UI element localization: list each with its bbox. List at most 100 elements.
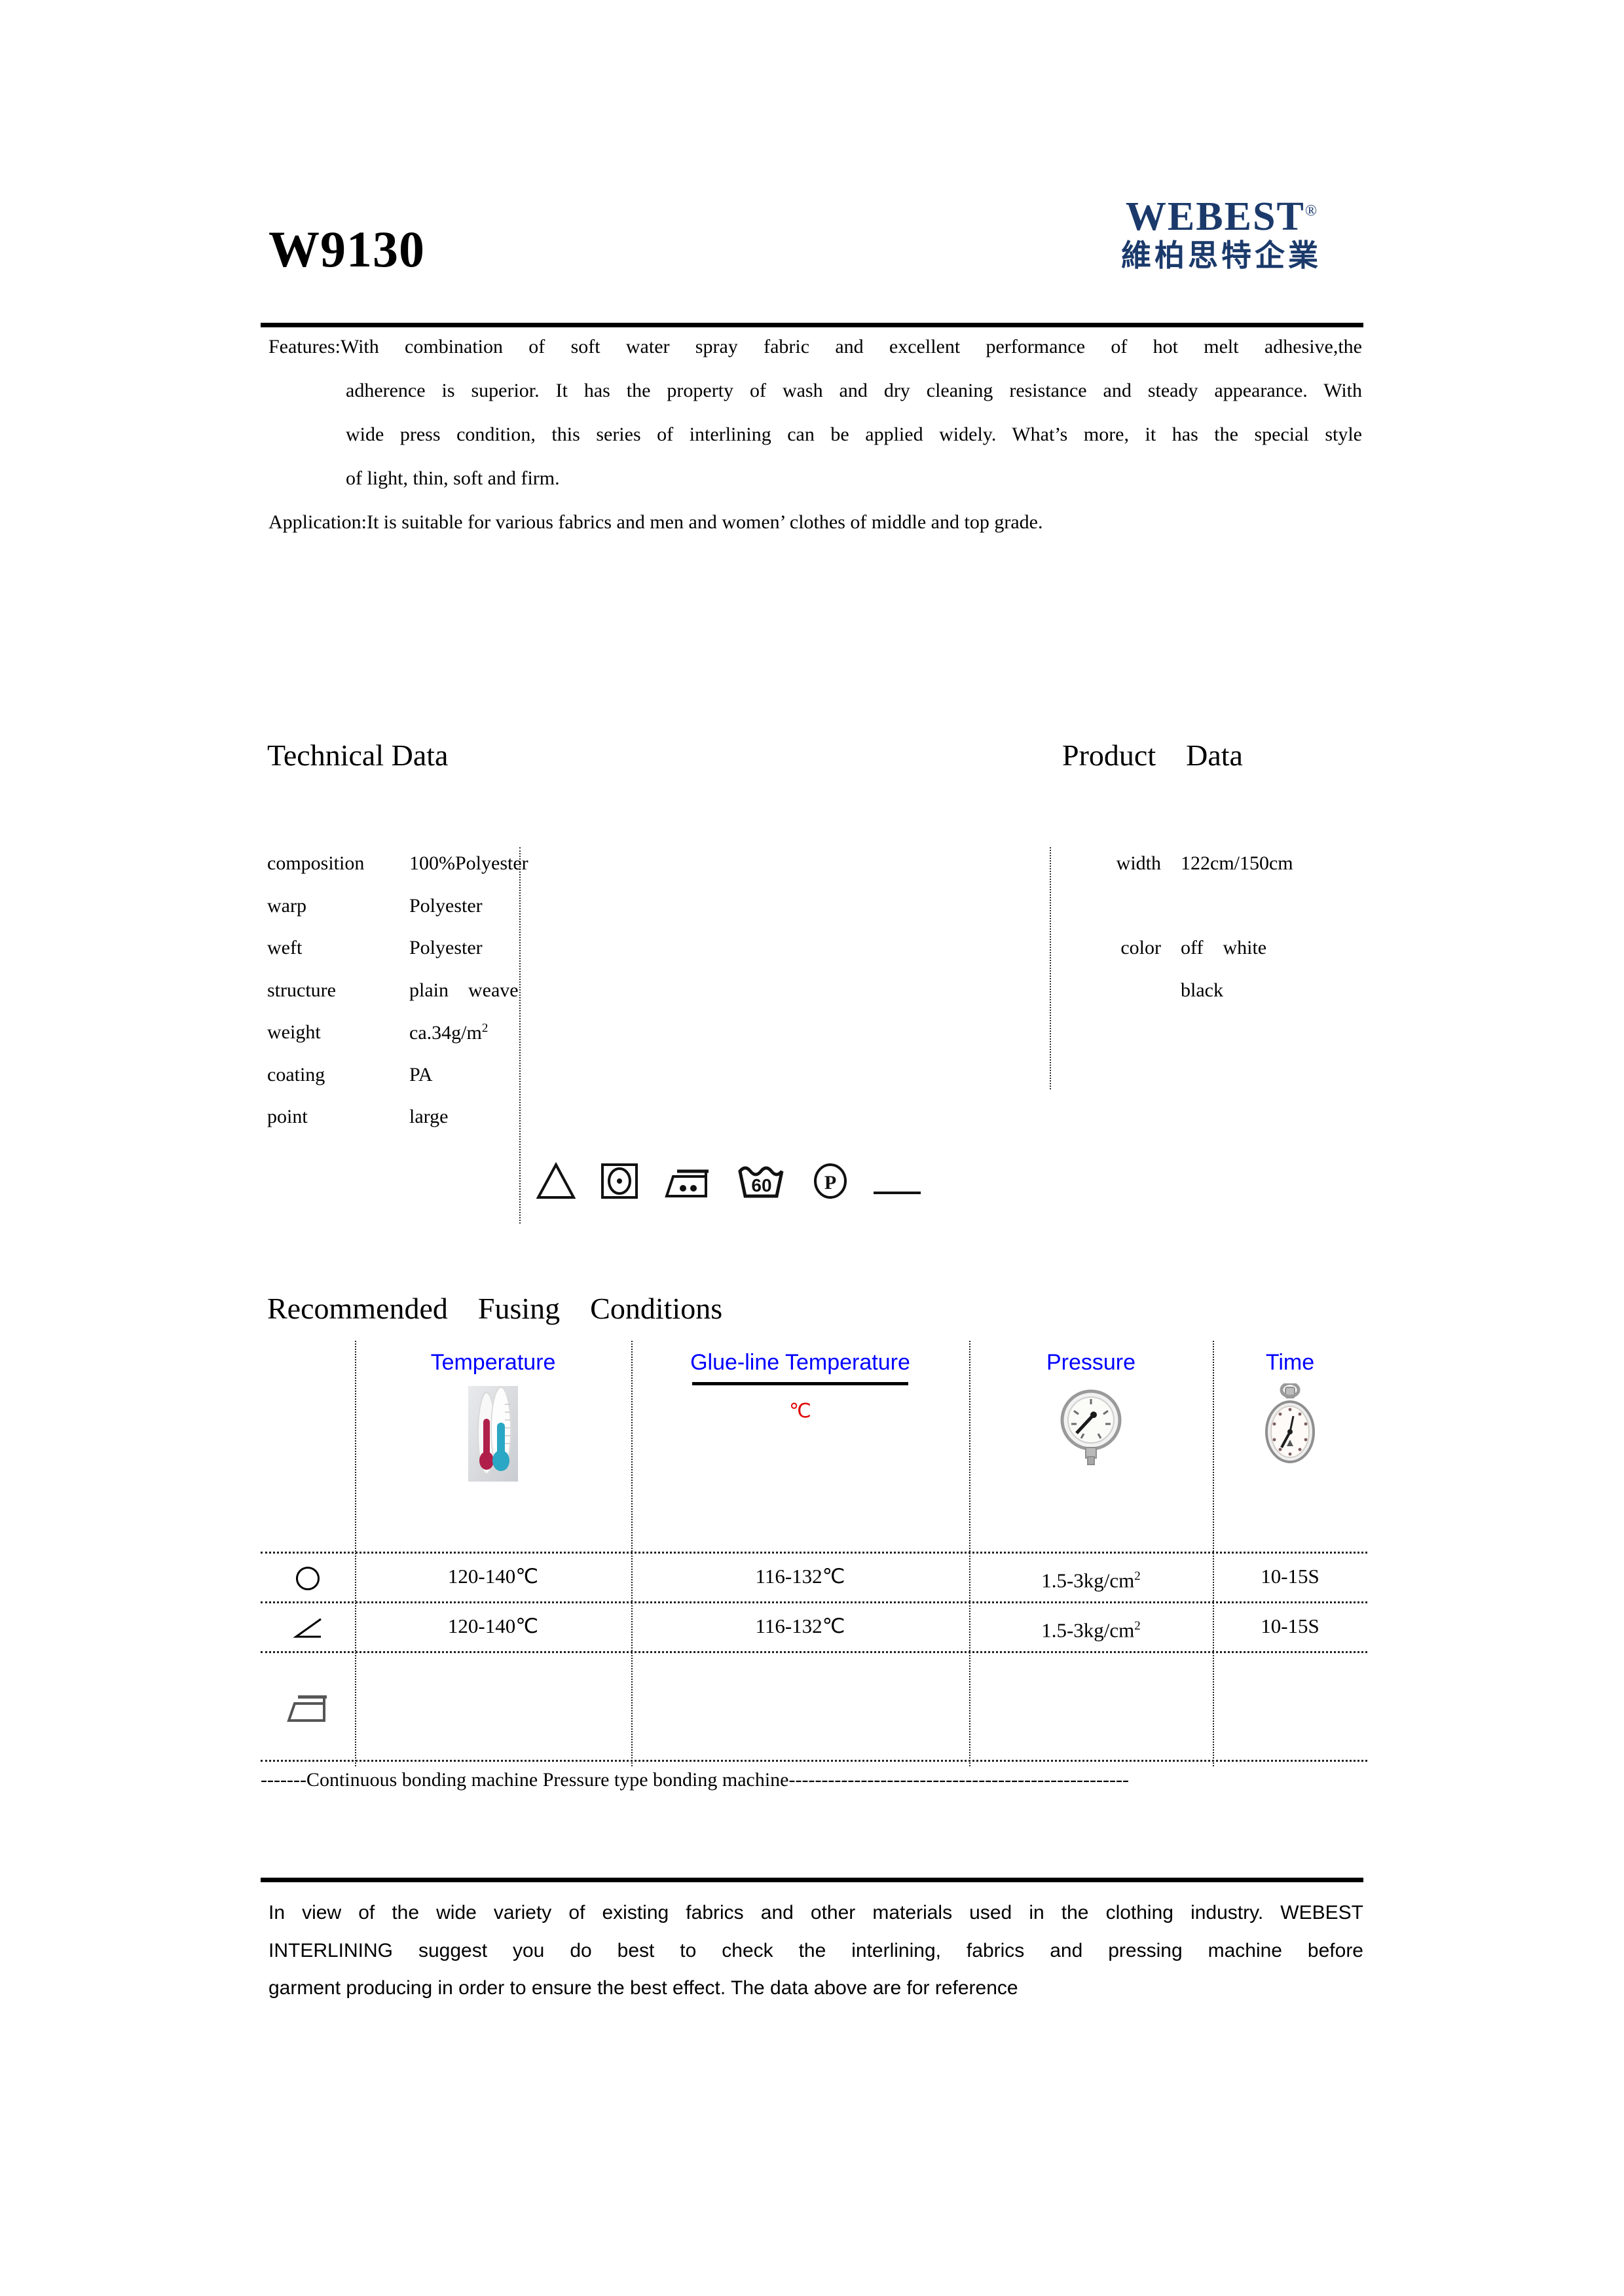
care-symbols-row: 60 P — [536, 1151, 922, 1203]
fusing-header-row: Temperature — [261, 1341, 1367, 1552]
row-value: black — [1181, 979, 1223, 1001]
table-row: color off white — [1040, 936, 1367, 978]
cell-pressure: 1.5-3kg/cm2 — [969, 1601, 1213, 1651]
iron-two-dots-icon — [663, 1165, 712, 1203]
row-marker-iron-icon — [261, 1651, 355, 1760]
row-value: off white — [1181, 937, 1267, 958]
thermometer-icon — [463, 1376, 523, 1486]
table-row — [1040, 894, 1367, 936]
glue-line-unit: ℃ — [789, 1400, 811, 1422]
application-line: Application:It is suitable for various f… — [268, 511, 1043, 533]
row-marker-angle-icon — [261, 1601, 355, 1651]
cell-pressure — [969, 1651, 1213, 1760]
row-value: ca.34g/m2 — [388, 1020, 488, 1044]
cell-temperature — [355, 1651, 631, 1760]
header-time-col: Time — [1213, 1341, 1367, 1552]
disclaimer-text: In view of the wide variety of existing … — [268, 1894, 1363, 2007]
fusing-conditions-title: Recommended Fusing Conditions — [267, 1292, 723, 1325]
webest-logo: WEBEST® 維柏思特企業 — [1080, 196, 1362, 273]
table-row: 120-140℃ 116-132℃ 1.5-3kg/cm2 10-15S — [261, 1601, 1367, 1651]
stopwatch-icon — [1213, 1376, 1367, 1476]
row-label: point — [267, 1106, 308, 1127]
svg-text:60: 60 — [751, 1175, 771, 1195]
data-area: composition 100%Polyester warp Polyester… — [267, 851, 1367, 1231]
fusing-col-divider-4 — [1213, 1341, 1214, 1766]
row-label — [1040, 978, 1161, 979]
table-row — [261, 1651, 1367, 1760]
features-line-2: adherence is superior. It has the proper… — [346, 380, 1362, 401]
cell-pressure-text: 1.5-3kg/cm — [1041, 1569, 1135, 1592]
pressure-gauge-icon — [969, 1376, 1213, 1472]
row-label: structure — [267, 979, 336, 1001]
row-value: Polyester — [409, 894, 483, 917]
fusing-col-divider-1 — [355, 1341, 356, 1766]
header-glue-line-col: Glue-line Temperature ℃ — [631, 1341, 969, 1552]
row-value — [1161, 894, 1181, 895]
table-row: weft Polyester — [267, 936, 929, 978]
technical-data-table: composition 100%Polyester warp Polyester… — [267, 851, 929, 1147]
fusing-conditions-table: Temperature — [261, 1341, 1367, 1791]
row-value: large — [409, 1106, 449, 1127]
cell-temperature: 120-140℃ — [447, 1614, 539, 1637]
logo-chinese-name: 維柏思特企業 — [1121, 238, 1321, 274]
product-code: W9130 — [268, 221, 425, 278]
header-divider-rule — [261, 323, 1363, 327]
cell-pressure-text: 1.5-3kg/cm — [1041, 1618, 1135, 1642]
disclaimer-divider-rule — [261, 1878, 1363, 1882]
row-label — [1040, 894, 1161, 895]
table-row: width 122cm/150cm — [1040, 851, 1367, 894]
product-data-divider — [1050, 847, 1051, 1089]
fusing-col-divider-2 — [631, 1341, 633, 1766]
registered-trademark-icon: ® — [1304, 202, 1318, 220]
column-header-time: Time — [1265, 1350, 1315, 1375]
tumble-dry-icon — [600, 1162, 639, 1203]
cell-pressure-superscript: 2 — [1134, 1569, 1141, 1583]
page-header: W9130 WEBEST® 維柏思特企業 — [262, 196, 1362, 321]
row-label: weft — [267, 937, 303, 958]
features-line-4: of light, thin, soft and firm. — [346, 467, 560, 489]
row-value: PA — [409, 1063, 433, 1085]
bleach-triangle-icon — [536, 1161, 576, 1203]
column-header-glue-line-temperature: Glue-line Temperature — [690, 1350, 910, 1375]
header-marker-col — [261, 1341, 355, 1552]
disclaimer-line-3: garment producing in order to ensure the… — [268, 1977, 1018, 1999]
row-label: width — [1116, 852, 1161, 874]
cell-pressure-superscript: 2 — [1134, 1619, 1141, 1633]
table-row: 120-140℃ 116-132℃ 1.5-3kg/cm2 10-15S — [261, 1552, 1367, 1601]
technical-data-divider — [519, 847, 521, 1224]
cell-glue-line-temperature — [631, 1651, 969, 1760]
features-line-3: wide press condition, this series of int… — [346, 424, 1362, 445]
fusing-row-divider-4 — [261, 1760, 1367, 1762]
row-value: 122cm/150cm — [1181, 852, 1293, 874]
cell-glue-line-temperature: 116-132℃ — [755, 1614, 845, 1637]
row-value: Polyester — [409, 937, 483, 958]
row-label: color — [1120, 937, 1161, 958]
disclaimer-line-2: INTERLINING suggest you do best to check… — [268, 1939, 1363, 1961]
svg-text:P: P — [824, 1172, 836, 1194]
table-row: black — [1040, 978, 1367, 1021]
header-temperature-col: Temperature — [355, 1341, 631, 1552]
row-value: plain weave — [409, 979, 519, 1001]
table-row: coating PA — [267, 1063, 929, 1105]
fusing-row-divider-3 — [261, 1651, 1367, 1653]
cell-glue-line-temperature: 116-132℃ — [755, 1565, 845, 1588]
disclaimer-line-1: In view of the wide variety of existing … — [268, 1902, 1363, 1923]
column-header-pressure: Pressure — [1046, 1350, 1136, 1375]
row-label: warp — [267, 894, 306, 917]
table-row: composition 100%Polyester — [267, 851, 929, 894]
technical-data-title: Technical Data — [267, 738, 449, 772]
table-row: warp Polyester — [267, 894, 929, 936]
product-data-table: width 122cm/150cm color off white black — [1040, 851, 1367, 1020]
cell-time — [1213, 1651, 1367, 1760]
glue-line-rule — [692, 1382, 908, 1385]
fusing-row-divider-1 — [261, 1552, 1367, 1554]
logo-wordmark: WEBEST® — [1126, 196, 1317, 238]
row-label: coating — [267, 1063, 325, 1085]
wash-tub-60-icon: 60 — [736, 1162, 788, 1203]
column-header-temperature: Temperature — [430, 1350, 556, 1375]
fusing-row-divider-2 — [261, 1601, 1367, 1603]
cell-temperature: 120-140℃ — [447, 1565, 539, 1588]
row-label: composition — [267, 852, 365, 874]
product-data-title: Product Data — [1062, 738, 1243, 772]
